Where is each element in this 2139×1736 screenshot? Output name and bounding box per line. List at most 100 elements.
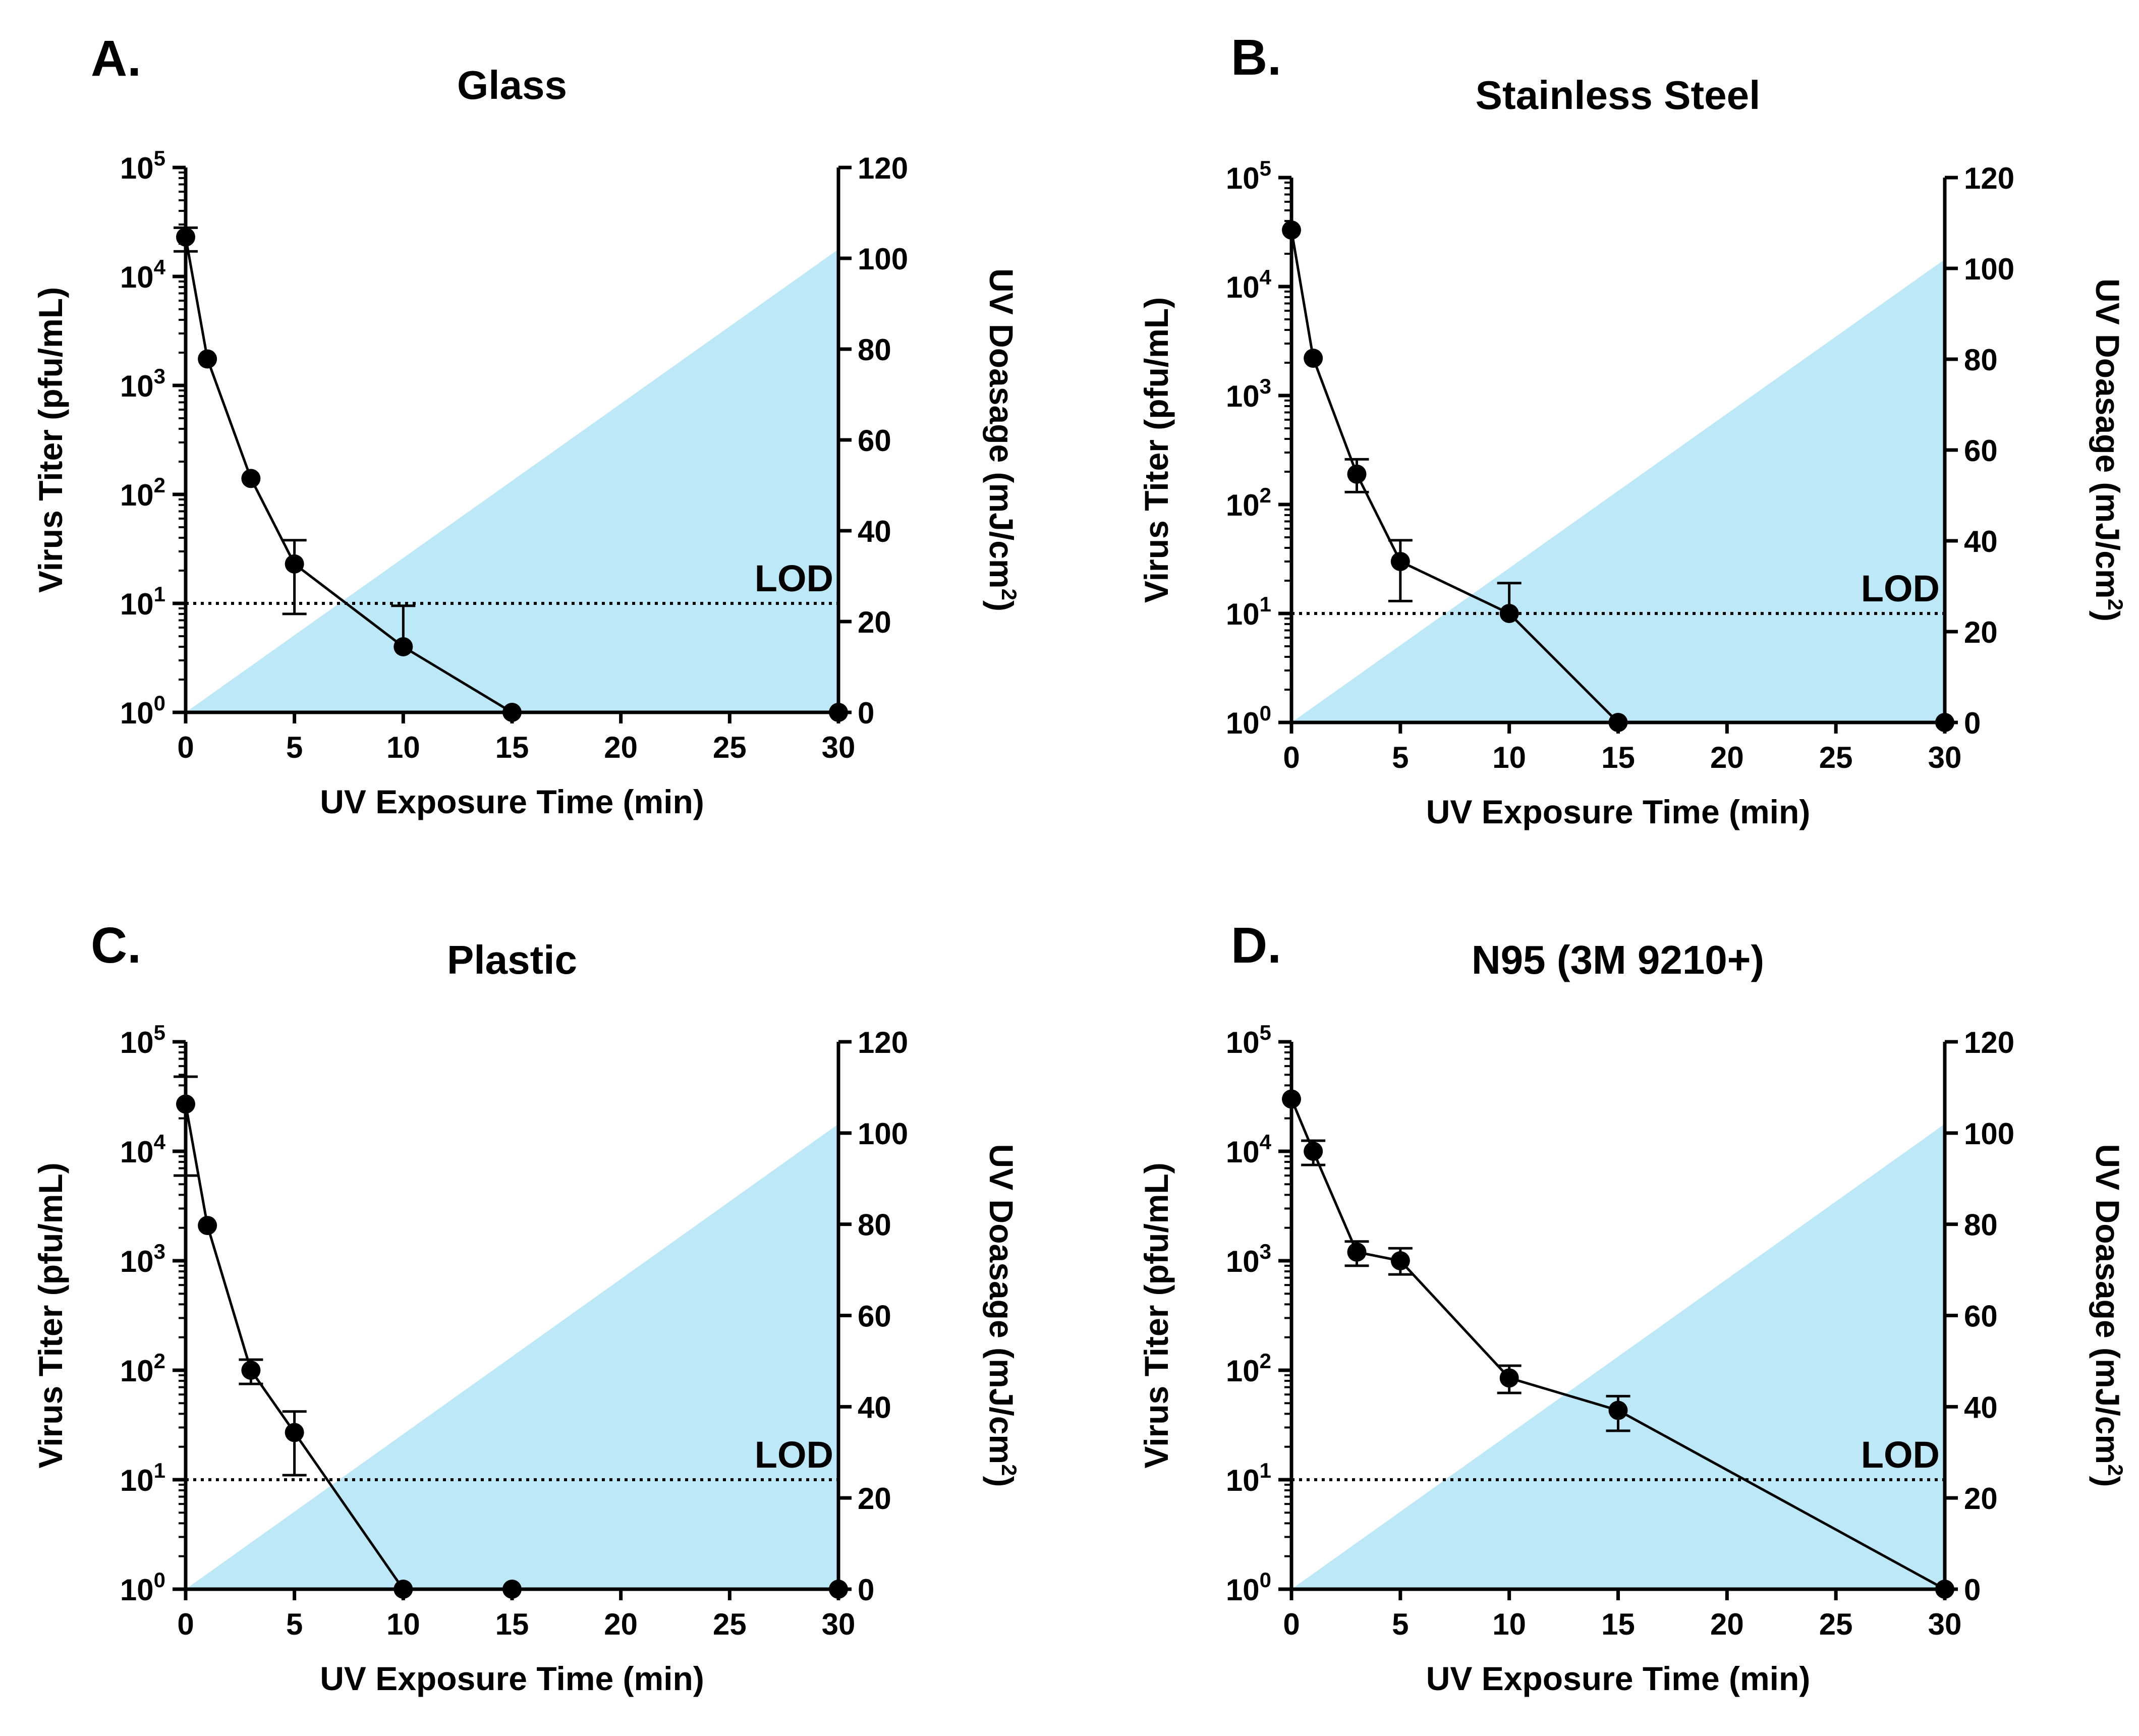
chart-title: N95 (3M 9210+): [1472, 937, 1764, 982]
x-tick-label: 20: [1710, 741, 1744, 774]
x-tick-label: 20: [604, 1607, 638, 1641]
x-tick-label: 20: [1710, 1607, 1744, 1641]
data-point: [241, 469, 261, 488]
data-point: [285, 554, 304, 574]
uv-dose-area: [186, 249, 838, 712]
data-point: [1282, 220, 1301, 240]
x-tick-label: 25: [713, 1607, 747, 1641]
y-tick-label: 101: [1226, 1459, 1271, 1497]
data-point: [285, 1423, 304, 1442]
y-tick-label: 105: [120, 1021, 165, 1059]
y-tick-label: 102: [1226, 483, 1271, 522]
y2-tick-label: 40: [1964, 1390, 1998, 1424]
y-axis-label: Virus Titer (pfu/mL): [1138, 1162, 1175, 1468]
y2-axis-label: UV Doasage (mJ/cm2): [2089, 278, 2127, 622]
x-tick-label: 25: [713, 731, 747, 764]
panel-b: B. Stainless Steel LOD 0 5 10 15 20 25 30 100 101 10…: [1138, 29, 2127, 830]
panel-letter: B.: [1231, 29, 1281, 86]
y2-tick-label: 60: [1964, 434, 1998, 468]
y-tick-label: 104: [1226, 1130, 1272, 1169]
x-tick-label: 25: [1819, 741, 1853, 774]
x-axis-label: UV Exposure Time (min): [320, 1660, 704, 1697]
y-tick-label: 101: [1226, 592, 1271, 631]
y2-axis-label: UV Doasage (mJ/cm2): [983, 1144, 1021, 1487]
x-tick-label: 15: [1601, 1607, 1635, 1641]
x-axis-label: UV Exposure Time (min): [320, 783, 704, 820]
x-axis-label: UV Exposure Time (min): [1426, 1660, 1811, 1697]
y2-tick-label: 100: [1964, 252, 2014, 286]
y2-tick-label: 40: [1964, 525, 1998, 558]
y2-tick-label: 80: [858, 1208, 891, 1242]
x-tick-label: 5: [286, 1607, 303, 1641]
x-tick-label: 0: [177, 1607, 194, 1641]
y2-tick-label: 120: [858, 151, 908, 185]
data-point: [393, 637, 413, 656]
data-point: [241, 1361, 261, 1380]
data-point: [502, 703, 522, 722]
x-tick-label: 10: [386, 1607, 420, 1641]
x-tick-label: 0: [1283, 1607, 1300, 1641]
y-tick-label: 104: [1226, 265, 1272, 304]
panel-a: A. Glass LOD 0 5 10 15 20 25 30 100 101 102 103 104 105…: [32, 30, 1021, 820]
y2-tick-label: 120: [1964, 161, 2014, 195]
x-tick-label: 15: [495, 1607, 529, 1641]
y-tick-label: 103: [120, 1240, 165, 1278]
y-tick-label: 104: [120, 1130, 166, 1169]
x-tick-label: 30: [1928, 1607, 1962, 1641]
x-tick-label: 30: [1928, 741, 1962, 774]
x-tick-label: 30: [822, 731, 856, 764]
x-tick-label: 10: [1492, 1607, 1526, 1641]
y2-tick-label: 80: [1964, 1208, 1998, 1242]
panel-d: D. N95 (3M 9210+) LOD 0 5 10 15 20 25 30 100 101 102…: [1138, 917, 2127, 1697]
x-tick-label: 20: [604, 731, 638, 764]
y-tick-label: 103: [120, 364, 165, 403]
y2-tick-label: 80: [1964, 343, 1998, 377]
lod-label: LOD: [755, 1434, 833, 1476]
data-point: [1499, 1368, 1519, 1388]
y-tick-label: 102: [120, 1349, 165, 1388]
x-tick-label: 10: [1492, 741, 1526, 774]
y2-tick-label: 0: [858, 696, 874, 730]
y2-tick-label: 100: [858, 242, 908, 276]
data-point: [1390, 1251, 1410, 1270]
y2-tick-label: 60: [1964, 1300, 1998, 1333]
y2-tick-label: 0: [1964, 1573, 1981, 1607]
y2-tick-label: 0: [858, 1573, 874, 1607]
y-tick-label: 100: [120, 1568, 165, 1607]
data-point: [502, 1580, 522, 1599]
x-tick-label: 0: [177, 731, 194, 764]
y-tick-label: 100: [120, 691, 165, 730]
data-point: [1390, 551, 1410, 571]
panel-letter: A.: [91, 30, 141, 87]
data-point: [1935, 713, 1954, 732]
y2-tick-label: 20: [1964, 615, 1998, 649]
x-tick-label: 25: [1819, 1607, 1853, 1641]
y2-tick-label: 20: [858, 605, 891, 639]
x-tick-label: 5: [1392, 1607, 1409, 1641]
y-axis-label: Virus Titer (pfu/mL): [32, 1162, 69, 1468]
data-point: [1304, 349, 1323, 368]
data-point: [393, 1580, 413, 1599]
data-point: [829, 1580, 848, 1599]
data-point: [1608, 713, 1628, 732]
data-point: [1304, 1142, 1323, 1161]
y-tick-label: 101: [120, 582, 165, 621]
y2-tick-label: 100: [1964, 1117, 2014, 1151]
panel-letter: D.: [1231, 917, 1281, 974]
y2-tick-label: 20: [858, 1482, 891, 1516]
x-tick-label: 15: [1601, 741, 1635, 774]
y2-tick-label: 100: [858, 1117, 908, 1151]
lod-label: LOD: [1861, 568, 1940, 609]
y2-tick-label: 0: [1964, 706, 1981, 740]
x-axis-label: UV Exposure Time (min): [1426, 793, 1811, 830]
x-tick-label: 0: [1283, 741, 1300, 774]
y2-tick-label: 60: [858, 424, 891, 458]
uv-dose-area: [186, 1124, 838, 1589]
y-tick-label: 100: [1226, 1568, 1271, 1607]
y2-axis-label: UV Doasage (mJ/cm2): [2089, 1144, 2127, 1487]
y-tick-label: 103: [1226, 1240, 1271, 1278]
data-point: [176, 1094, 195, 1114]
data-point: [198, 349, 217, 369]
data-point: [1608, 1401, 1628, 1420]
